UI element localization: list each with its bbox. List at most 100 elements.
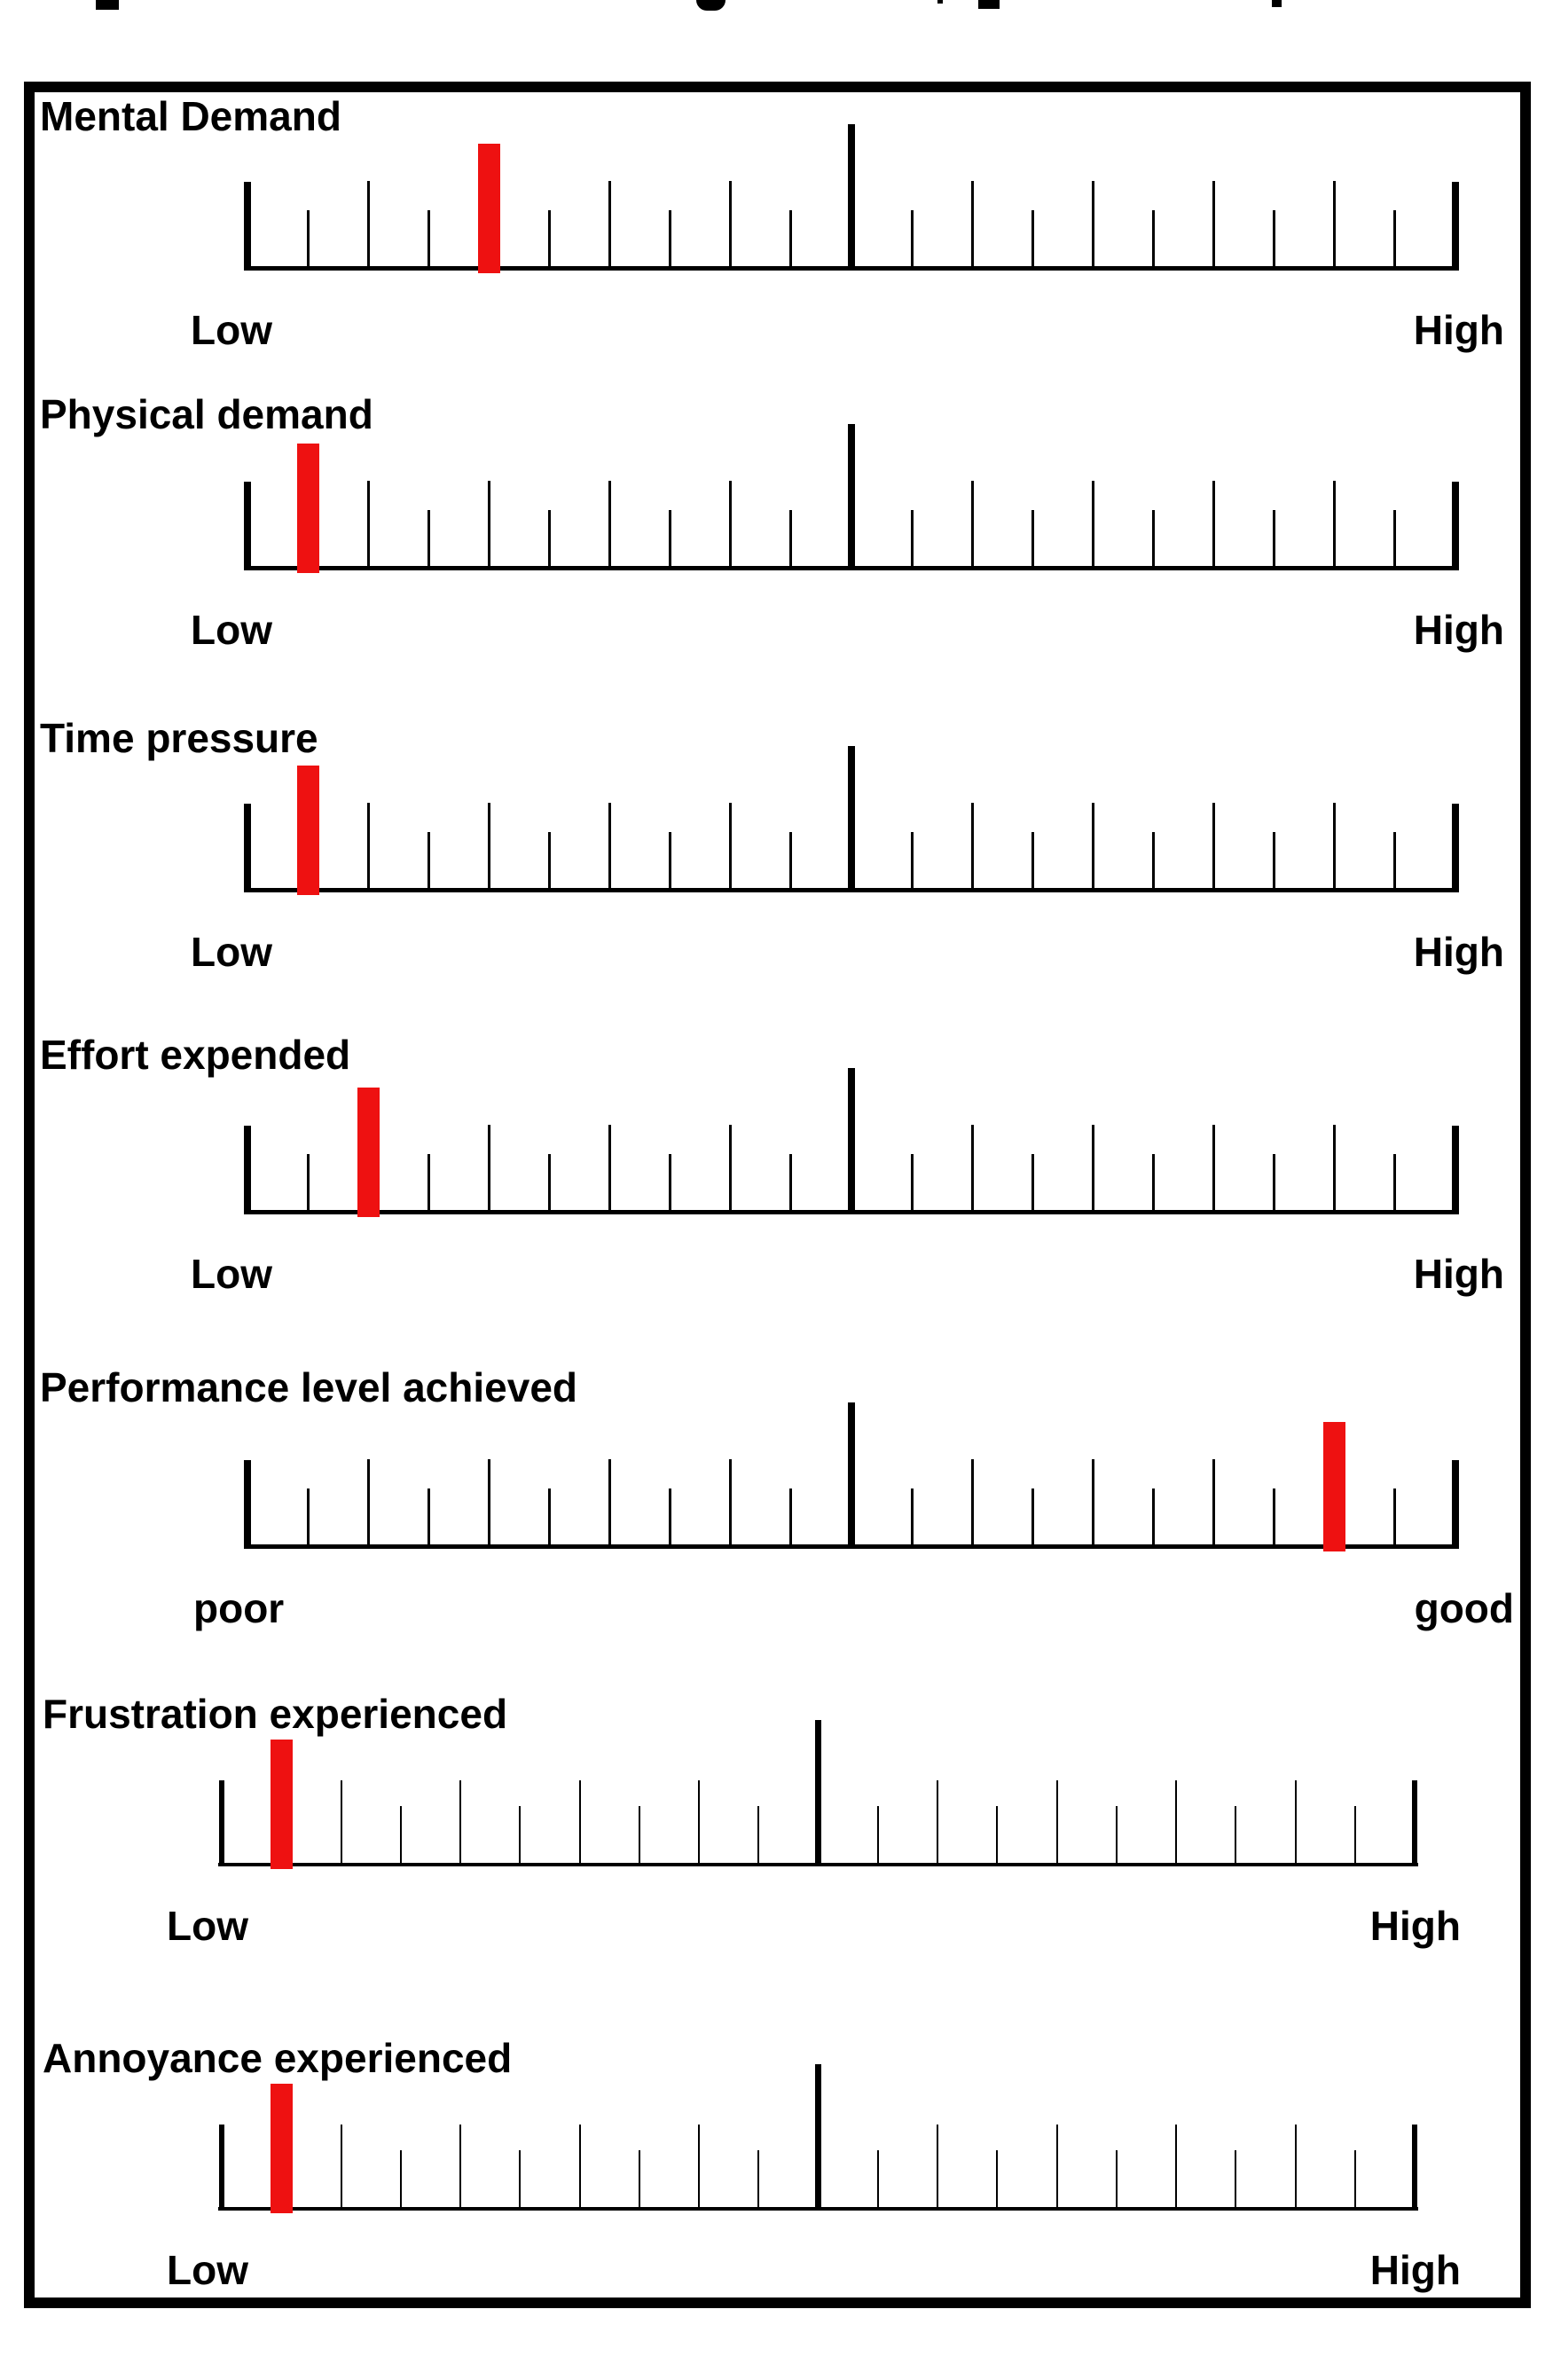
major-tick (608, 481, 612, 570)
minor-tick (789, 210, 793, 271)
major-tick (1333, 803, 1337, 892)
major-tick (970, 481, 974, 570)
minor-tick (789, 510, 793, 570)
rating-marker[interactable] (270, 2084, 293, 2213)
minor-tick (996, 2150, 999, 2211)
minor-tick (876, 2150, 879, 2211)
minor-tick (1273, 1488, 1276, 1549)
minor-tick (306, 1488, 310, 1549)
minor-tick (1152, 1488, 1155, 1549)
scale-title: Mental Demand (40, 93, 341, 139)
major-tick (366, 181, 370, 271)
scale-high-label: High (1413, 607, 1504, 653)
major-tick (1055, 1780, 1058, 1866)
scale-title: Effort expended (40, 1032, 351, 1078)
scale-title: Time pressure (40, 715, 318, 761)
major-tick (729, 1459, 733, 1549)
minor-tick (1273, 510, 1276, 570)
minor-tick (996, 1806, 999, 1866)
rating-marker[interactable] (296, 766, 319, 895)
scale-low-label: Low (167, 2247, 248, 2293)
scale-ruler[interactable] (235, 1398, 1468, 1558)
major-tick (366, 481, 370, 570)
minor-tick (399, 2150, 402, 2211)
minor-tick (548, 510, 551, 570)
questionnaire-frame (24, 82, 1531, 2308)
end-tick (1452, 1126, 1459, 1214)
minor-tick (669, 510, 672, 570)
major-tick (1212, 481, 1216, 570)
end-tick (1412, 1780, 1417, 1866)
minor-tick (1273, 832, 1276, 892)
scale-ruler[interactable] (235, 420, 1468, 579)
major-tick (937, 2125, 938, 2211)
rating-marker[interactable] (357, 1088, 380, 1217)
minor-tick (1235, 2150, 1237, 2211)
minor-tick (306, 1154, 310, 1214)
minor-tick (789, 1154, 793, 1214)
end-tick (1452, 482, 1459, 570)
minor-tick (1353, 1806, 1356, 1866)
clipped-text-fragment (978, 0, 1000, 9)
major-tick (1091, 181, 1094, 271)
scale-low-label: Low (167, 1903, 248, 1949)
minor-tick (1152, 210, 1155, 271)
major-tick (1212, 803, 1216, 892)
minor-tick (1393, 210, 1397, 271)
clipped-text-fragment (1272, 0, 1282, 7)
minor-tick (548, 832, 551, 892)
scale-ruler[interactable] (209, 1716, 1427, 1875)
major-tick (608, 1459, 612, 1549)
minor-tick (1353, 2150, 1356, 2211)
minor-tick (910, 510, 914, 570)
minor-tick (1393, 1154, 1397, 1214)
minor-tick (757, 2150, 760, 2211)
minor-tick (789, 1488, 793, 1549)
major-tick (459, 1780, 461, 1866)
minor-tick (638, 2150, 640, 2211)
major-tick (698, 2125, 700, 2211)
scale-ruler[interactable] (209, 2060, 1427, 2219)
end-tick (244, 804, 251, 892)
major-tick (970, 181, 974, 271)
minor-tick (910, 1154, 914, 1214)
major-tick (578, 2125, 581, 2211)
major-tick (608, 181, 612, 271)
minor-tick (1393, 1488, 1397, 1549)
major-tick (1333, 1125, 1337, 1214)
minor-tick (638, 1806, 640, 1866)
major-tick (729, 481, 733, 570)
minor-tick (1031, 210, 1034, 271)
scale-low-label: Low (191, 607, 272, 653)
minor-tick (1152, 832, 1155, 892)
rating-marker[interactable] (1323, 1422, 1346, 1551)
minor-tick (669, 832, 672, 892)
scale-ruler[interactable] (235, 742, 1468, 901)
rating-marker[interactable] (296, 444, 319, 573)
major-tick (970, 1125, 974, 1214)
major-tick (608, 803, 612, 892)
minor-tick (1393, 510, 1397, 570)
end-tick (244, 1460, 251, 1549)
rating-marker[interactable] (270, 1740, 293, 1869)
center-tick (848, 124, 855, 271)
minor-tick (910, 210, 914, 271)
major-tick (487, 1459, 490, 1549)
minor-tick (876, 1806, 879, 1866)
scale-high-label: High (1413, 929, 1504, 975)
clipped-text-fragment (96, 0, 119, 10)
major-tick (1333, 481, 1337, 570)
minor-tick (1152, 510, 1155, 570)
rating-marker[interactable] (477, 144, 500, 273)
minor-tick (910, 832, 914, 892)
clipped-text-fragment (937, 0, 943, 4)
center-tick (848, 1068, 855, 1214)
minor-tick (519, 1806, 522, 1866)
scale-title: Annoyance experienced (43, 2035, 513, 2081)
scale-high-label: High (1413, 307, 1504, 353)
scale-low-label: Low (191, 1251, 272, 1297)
scale-ruler[interactable] (235, 1064, 1468, 1223)
minor-tick (789, 832, 793, 892)
scale-ruler[interactable] (235, 120, 1468, 279)
minor-tick (1152, 1154, 1155, 1214)
